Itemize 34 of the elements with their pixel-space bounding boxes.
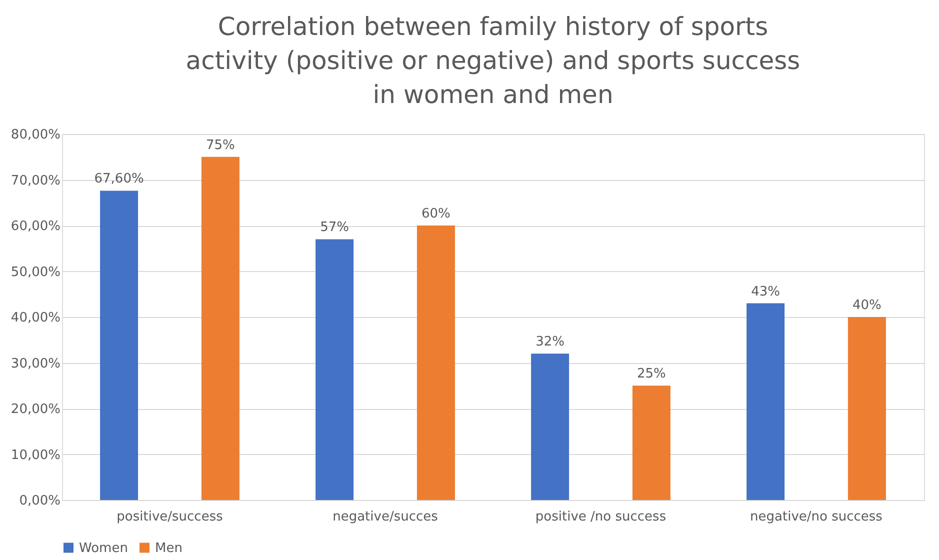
text: in women and men (372, 80, 614, 109)
text: activity (positive or negative) and sports success (186, 46, 800, 75)
data-label: 40% (852, 298, 882, 313)
data-label: 25% (637, 366, 666, 382)
y-tick-label: 40,00% (10, 310, 60, 326)
y-tick-label: 0,00% (19, 494, 60, 508)
y-tick-label: 10,00% (10, 448, 60, 463)
bar (316, 239, 354, 500)
bar (632, 386, 670, 500)
text: Correlation between family history of sports (218, 12, 768, 41)
data-label: 60% (422, 206, 450, 222)
y-tick-label: 70,00% (10, 173, 60, 188)
bar (848, 317, 886, 500)
data-label: 43% (751, 284, 780, 300)
x-tick-label: positive/success (116, 510, 224, 524)
bar (416, 226, 455, 500)
y-tick-label: 80,00% (10, 128, 60, 142)
y-tick-label: 60,00% (10, 219, 60, 234)
data-label: 75% (206, 138, 235, 153)
y-tick-label: 50,00% (10, 264, 60, 280)
x-tick-label: negative/succes (332, 510, 438, 524)
bar (531, 354, 570, 500)
legend-label: Men (155, 540, 182, 556)
y-tick-label: 20,00% (10, 402, 60, 417)
bar (100, 190, 138, 500)
data-label: 67,60% (94, 172, 144, 187)
y-tick-label: 30,00% (10, 356, 60, 372)
legend-label: Women (79, 540, 128, 556)
x-tick-label: positive /no success (535, 510, 666, 524)
bar (746, 303, 785, 500)
bar (201, 156, 240, 500)
data-label: 57% (320, 220, 349, 236)
x-tick-label: negative/no success (750, 510, 883, 524)
data-label: 32% (536, 334, 564, 350)
